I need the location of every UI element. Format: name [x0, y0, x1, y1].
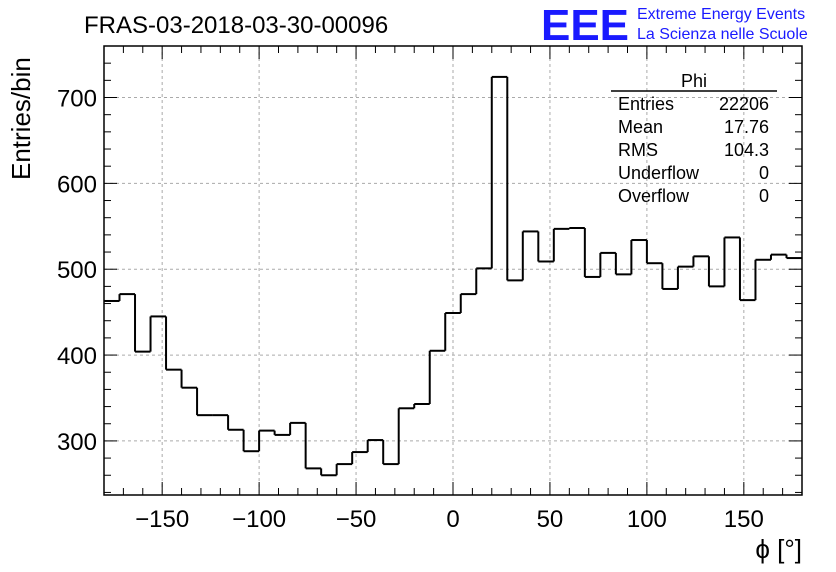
x-axis-label: ϕ [°]: [755, 534, 802, 564]
plot-frame: [103, 45, 803, 496]
y-tick-label: 400: [57, 343, 97, 370]
stats-label-overflow: Overflow: [618, 186, 690, 206]
y-tick-label: 500: [57, 257, 97, 284]
x-tick-label: −150: [135, 506, 189, 533]
x-tick-label: −100: [232, 506, 286, 533]
y-axis-label: Entries/bin: [6, 57, 36, 180]
chart-title: FRAS-03-2018-03-30-00096: [84, 12, 388, 39]
stats-label-mean: Mean: [618, 117, 663, 137]
x-tick-label: 100: [627, 506, 667, 533]
eee-logo: EEE: [541, 1, 629, 50]
stats-label-underflow: Underflow: [618, 163, 700, 183]
logo-line-1: Extreme Energy Events: [637, 6, 805, 23]
y-tick-label: 300: [57, 429, 97, 456]
stats-title: Phi: [681, 71, 707, 91]
stats-value-overflow: 0: [759, 186, 769, 206]
x-tick-label: 50: [537, 506, 564, 533]
stats-value-entries: 22206: [719, 94, 769, 114]
stats-label-rms: RMS: [618, 140, 658, 160]
x-tick-label: 0: [446, 506, 459, 533]
logo-line-2: La Scienza nelle Scuole: [637, 26, 808, 43]
stats-box: Phi Entries 22206 Mean 17.76 RMS 104.3 U…: [611, 71, 777, 206]
stats-value-underflow: 0: [759, 163, 769, 183]
stats-value-mean: 17.76: [724, 117, 769, 137]
stats-value-rms: 104.3: [724, 140, 769, 160]
axis-ticks: −150 −100 −50 0 50 100 150 300 400 500 600 700: [57, 45, 803, 533]
x-tick-label: 150: [724, 506, 764, 533]
y-tick-label: 600: [57, 171, 97, 198]
plot-area-border: [103, 45, 803, 496]
stats-label-entries: Entries: [618, 94, 674, 114]
grid: [104, 46, 802, 495]
x-tick-label: −50: [336, 506, 377, 533]
histogram-series: [104, 75, 802, 477]
y-tick-label: 700: [57, 86, 97, 113]
